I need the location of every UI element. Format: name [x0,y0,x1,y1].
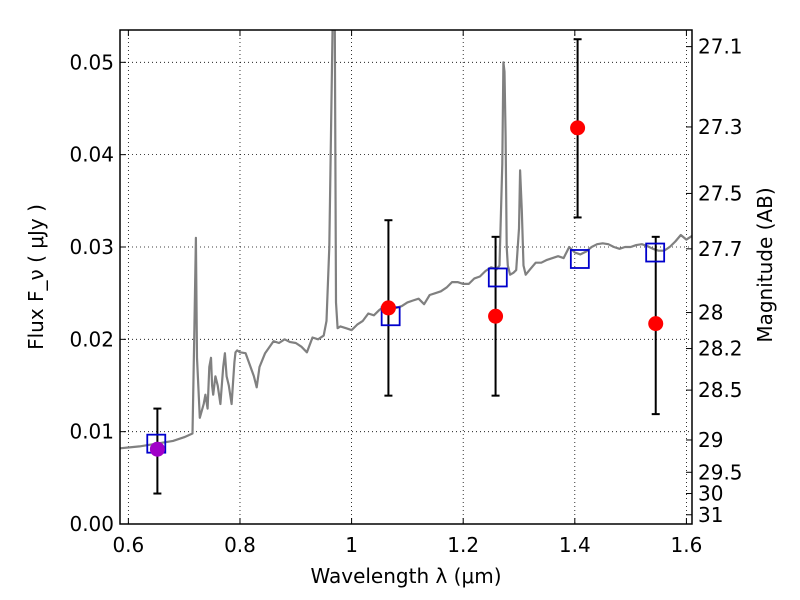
right-tick-label: 27.1 [698,35,743,59]
right-axis-label: Magnitude (AB) [753,187,777,342]
model-spectrum-layer [120,30,692,450]
right-tick-label: 28.2 [698,337,743,361]
synthetic-photometry-square [645,242,666,263]
x-tick-label: 1.4 [559,533,591,557]
tick-labels: 0.6 0.8 1 1.2 1.4 1.6 0.00 0.01 0.02 0.03 0.04 0.05… [69,35,742,557]
x-tick-label: 1.6 [671,533,703,557]
right-tick-label: 28 [698,301,723,325]
observed-point-marker [488,308,504,324]
observed-point-marker [570,120,586,136]
axis-ticks [120,30,692,525]
right-tick-label: 27.7 [698,237,743,261]
y-tick-label: 0.01 [69,420,114,444]
y-tick-label: 0.03 [69,235,114,259]
x-axis-label: Wavelength λ (μm) [310,564,501,588]
data-points [146,120,666,457]
right-tick-label: 27.5 [698,181,743,205]
right-tick-label: 28.5 [698,378,743,402]
x-tick-label: 1.2 [447,533,479,557]
synthetic-photometry-square [487,267,508,288]
y-axis-label: Flux F_ν ( μJy ) [24,204,48,350]
right-tick-label: 29.5 [698,460,743,484]
x-tick-label: 0.6 [112,533,144,557]
grid-lines [120,30,692,524]
y-tick-label: 0.02 [69,327,114,351]
y-tick-label: 0.04 [69,143,114,167]
optical-point-marker [149,441,165,457]
observed-point-marker [648,316,664,332]
y-tick-label: 0.00 [69,512,114,536]
right-tick-label: 30 [698,482,723,506]
right-tick-label: 31 [698,503,723,527]
observed-point-marker [380,300,396,316]
x-tick-label: 1 [345,533,358,557]
right-tick-label: 27.3 [698,115,743,139]
x-tick-label: 0.8 [224,533,256,557]
error-bars [153,38,660,495]
right-tick-label: 29 [698,428,723,452]
synthetic-photometry-square [569,249,590,269]
y-tick-label: 0.05 [69,50,114,74]
model-spectrum-line [120,30,692,450]
plot-frame [119,29,693,525]
